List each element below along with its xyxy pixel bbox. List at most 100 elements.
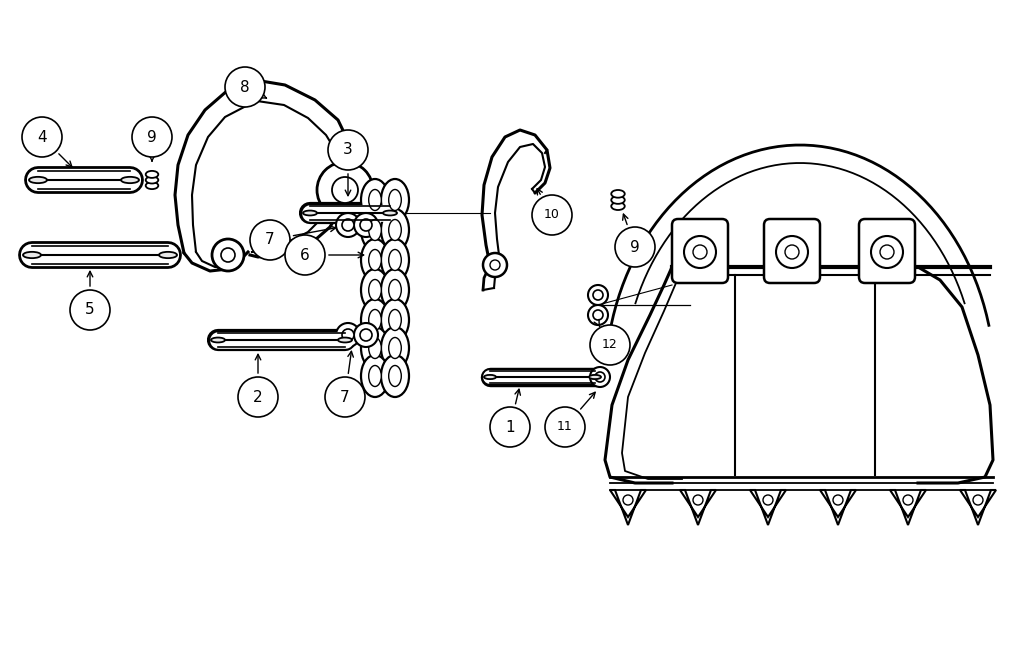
Polygon shape	[890, 490, 926, 525]
Circle shape	[776, 236, 808, 268]
Circle shape	[342, 329, 354, 341]
Ellipse shape	[611, 190, 625, 197]
Circle shape	[325, 377, 365, 417]
Circle shape	[225, 67, 265, 107]
Ellipse shape	[389, 190, 401, 210]
Text: 3: 3	[343, 143, 353, 157]
Text: 7: 7	[265, 232, 274, 248]
Ellipse shape	[383, 210, 397, 215]
Circle shape	[317, 162, 373, 218]
Ellipse shape	[361, 355, 389, 397]
Circle shape	[590, 325, 630, 365]
Circle shape	[593, 290, 603, 300]
Circle shape	[871, 236, 903, 268]
Ellipse shape	[369, 337, 381, 359]
Ellipse shape	[381, 209, 409, 251]
Circle shape	[336, 213, 360, 237]
Ellipse shape	[369, 250, 381, 270]
Ellipse shape	[369, 190, 381, 210]
Circle shape	[336, 323, 360, 347]
Circle shape	[221, 248, 234, 262]
Circle shape	[588, 285, 608, 305]
Circle shape	[132, 117, 172, 157]
Circle shape	[22, 117, 62, 157]
Ellipse shape	[611, 196, 625, 204]
Ellipse shape	[389, 250, 401, 270]
Circle shape	[354, 323, 378, 347]
Circle shape	[483, 253, 507, 277]
Circle shape	[623, 495, 633, 505]
Circle shape	[973, 495, 983, 505]
Circle shape	[903, 495, 913, 505]
Ellipse shape	[338, 337, 352, 342]
Ellipse shape	[389, 219, 401, 241]
Circle shape	[593, 310, 603, 320]
Ellipse shape	[361, 209, 389, 251]
Polygon shape	[680, 490, 716, 525]
Ellipse shape	[611, 203, 625, 210]
Circle shape	[360, 329, 372, 341]
Ellipse shape	[381, 327, 409, 369]
Text: 9: 9	[147, 130, 157, 144]
Ellipse shape	[361, 327, 389, 369]
Ellipse shape	[29, 177, 47, 183]
Circle shape	[250, 220, 290, 260]
Ellipse shape	[361, 239, 389, 281]
Circle shape	[212, 239, 244, 271]
FancyBboxPatch shape	[764, 219, 820, 283]
Text: 9: 9	[630, 239, 640, 255]
Ellipse shape	[389, 310, 401, 330]
Circle shape	[532, 195, 572, 235]
Ellipse shape	[369, 279, 381, 301]
Ellipse shape	[121, 177, 139, 183]
Circle shape	[785, 245, 799, 259]
Text: 12: 12	[602, 339, 617, 352]
Ellipse shape	[159, 252, 177, 258]
Ellipse shape	[361, 299, 389, 341]
Text: 8: 8	[241, 79, 250, 95]
Ellipse shape	[389, 337, 401, 359]
Ellipse shape	[381, 239, 409, 281]
Ellipse shape	[369, 310, 381, 330]
Ellipse shape	[389, 279, 401, 301]
Ellipse shape	[389, 366, 401, 386]
Text: 10: 10	[544, 208, 560, 221]
Ellipse shape	[381, 179, 409, 221]
Circle shape	[354, 213, 378, 237]
Ellipse shape	[303, 210, 317, 215]
Circle shape	[590, 367, 610, 387]
Ellipse shape	[381, 355, 409, 397]
Ellipse shape	[23, 252, 41, 258]
Polygon shape	[820, 490, 856, 525]
Circle shape	[693, 245, 707, 259]
Ellipse shape	[369, 219, 381, 241]
Circle shape	[328, 130, 368, 170]
Text: 4: 4	[37, 130, 47, 144]
Circle shape	[595, 372, 605, 382]
Ellipse shape	[145, 177, 159, 183]
Circle shape	[342, 219, 354, 231]
Text: 11: 11	[557, 421, 572, 433]
Text: 5: 5	[85, 303, 95, 317]
Circle shape	[684, 236, 716, 268]
Polygon shape	[961, 490, 996, 525]
Circle shape	[332, 177, 358, 203]
Polygon shape	[610, 490, 646, 525]
Ellipse shape	[145, 171, 159, 178]
Circle shape	[693, 495, 703, 505]
Circle shape	[490, 407, 530, 447]
Ellipse shape	[589, 375, 601, 379]
Polygon shape	[750, 490, 786, 525]
Circle shape	[238, 377, 278, 417]
Ellipse shape	[361, 269, 389, 311]
Circle shape	[545, 407, 585, 447]
Ellipse shape	[484, 375, 496, 379]
Ellipse shape	[145, 182, 159, 189]
Circle shape	[880, 245, 894, 259]
Circle shape	[70, 290, 110, 330]
Ellipse shape	[211, 337, 225, 342]
FancyBboxPatch shape	[859, 219, 915, 283]
Circle shape	[588, 305, 608, 325]
Text: 7: 7	[340, 390, 350, 404]
Circle shape	[285, 235, 325, 275]
